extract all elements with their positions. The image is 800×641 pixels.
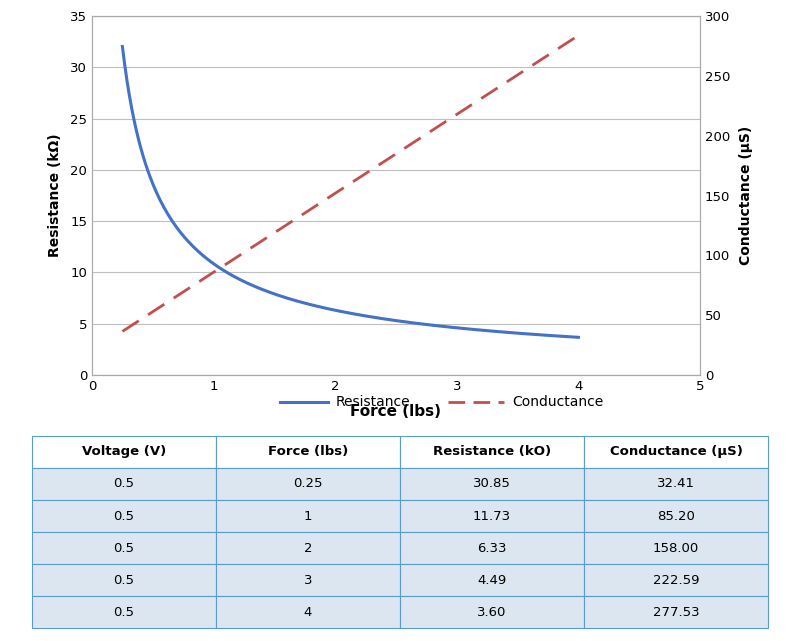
Text: 1: 1 — [304, 510, 312, 522]
Bar — [584, 532, 768, 564]
Text: 2: 2 — [304, 542, 312, 554]
Text: 85.20: 85.20 — [657, 510, 695, 522]
Y-axis label: Resistance (kΩ): Resistance (kΩ) — [48, 134, 62, 257]
Text: Force (lbs): Force (lbs) — [268, 445, 348, 458]
Bar — [584, 596, 768, 628]
Bar — [400, 532, 584, 564]
Text: Voltage (V): Voltage (V) — [82, 445, 166, 458]
Text: 277.53: 277.53 — [653, 606, 699, 619]
Text: 11.73: 11.73 — [473, 510, 511, 522]
Bar — [32, 468, 216, 500]
Bar — [400, 564, 584, 596]
Bar — [32, 500, 216, 532]
Bar — [400, 596, 584, 628]
Y-axis label: Conductance (μS): Conductance (μS) — [738, 126, 753, 265]
Bar — [584, 468, 768, 500]
Bar — [584, 564, 768, 596]
Bar — [216, 500, 400, 532]
Bar — [32, 532, 216, 564]
Text: 30.85: 30.85 — [473, 478, 511, 490]
Text: 32.41: 32.41 — [657, 478, 695, 490]
Text: Resistance: Resistance — [336, 395, 410, 409]
Text: 0.5: 0.5 — [114, 510, 134, 522]
X-axis label: Force (lbs): Force (lbs) — [350, 404, 442, 419]
Bar — [32, 564, 216, 596]
Text: 0.5: 0.5 — [114, 478, 134, 490]
Text: Conductance: Conductance — [512, 395, 603, 409]
Text: 222.59: 222.59 — [653, 574, 699, 587]
Bar — [32, 596, 216, 628]
Bar — [400, 468, 584, 500]
Bar — [584, 500, 768, 532]
Bar — [584, 436, 768, 468]
Text: Conductance (μS): Conductance (μS) — [610, 445, 742, 458]
Text: 6.33: 6.33 — [478, 542, 506, 554]
Text: 4.49: 4.49 — [478, 574, 506, 587]
Text: 0.5: 0.5 — [114, 542, 134, 554]
Text: 0.25: 0.25 — [294, 478, 322, 490]
Text: 0.5: 0.5 — [114, 606, 134, 619]
Text: 3.60: 3.60 — [478, 606, 506, 619]
Bar — [32, 436, 216, 468]
Bar — [216, 468, 400, 500]
Bar — [400, 500, 584, 532]
Text: 4: 4 — [304, 606, 312, 619]
Text: 3: 3 — [304, 574, 312, 587]
Text: Resistance (kO): Resistance (kO) — [433, 445, 551, 458]
Bar — [216, 532, 400, 564]
Bar — [216, 436, 400, 468]
Bar — [216, 564, 400, 596]
Text: 158.00: 158.00 — [653, 542, 699, 554]
Text: 0.5: 0.5 — [114, 574, 134, 587]
Bar — [216, 596, 400, 628]
Bar — [400, 436, 584, 468]
